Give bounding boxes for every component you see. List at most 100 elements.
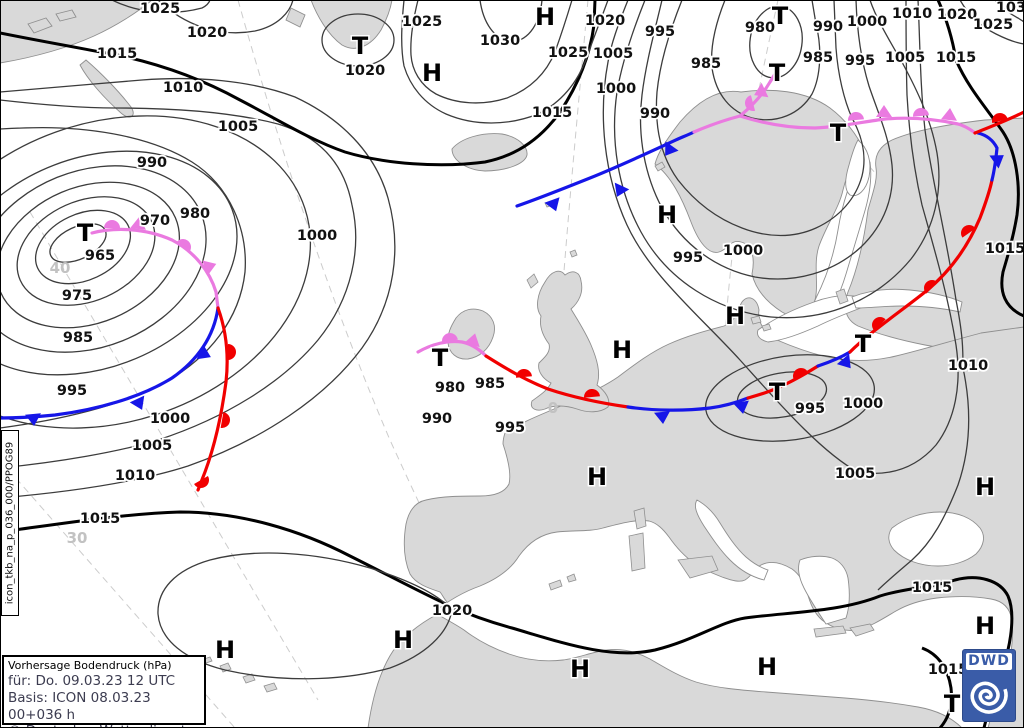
pressure-label: 985 xyxy=(475,376,505,392)
warm-front-symbol xyxy=(228,344,236,360)
low-pressure-center: T xyxy=(772,2,789,30)
isobar-path xyxy=(0,77,396,499)
pressure-label: 1030 xyxy=(480,33,520,49)
warm-front-symbol xyxy=(220,412,230,428)
isobar-ellipse xyxy=(0,150,238,376)
graticule-line xyxy=(29,211,319,701)
graticule-label: 30 xyxy=(67,529,88,547)
isobar-ellipse xyxy=(34,209,132,285)
isobar-path xyxy=(410,0,573,104)
cold-front-symbol xyxy=(754,82,769,98)
legend-model-basis: Basis: ICON 08.03.23 00+036 h xyxy=(8,689,151,723)
pressure-label: 1025 xyxy=(402,14,442,30)
warm-front-symbol xyxy=(176,239,191,252)
island xyxy=(633,507,647,530)
high-pressure-center: H xyxy=(422,59,442,87)
landmass xyxy=(451,133,528,172)
warm-front-symbol xyxy=(961,225,976,238)
pressure-label: 1005 xyxy=(835,466,875,482)
landmass xyxy=(285,7,306,28)
low-pressure-center: T xyxy=(77,219,94,247)
pressure-label: 1025 xyxy=(548,45,588,61)
island xyxy=(566,573,577,583)
warm-front-symbol xyxy=(848,112,864,121)
warm-front-symbol xyxy=(745,95,756,111)
pressure-label: 980 xyxy=(435,380,465,396)
legend-valid-time: für: Do. 09.03.23 12 UTC xyxy=(8,672,176,689)
low-pressure-center: T xyxy=(944,690,961,718)
pressure-label: 1015 xyxy=(532,105,572,121)
high-pressure-center: H xyxy=(215,636,235,664)
isobar-path xyxy=(111,0,211,14)
high-pressure-center: H xyxy=(393,626,413,654)
pressure-label: 1015 xyxy=(97,46,137,62)
low-pressure-center: T xyxy=(855,330,872,358)
pressure-label: 1015 xyxy=(80,511,120,527)
pressure-label: 985 xyxy=(803,50,833,66)
legend-title: Vorhersage Bodendruck (hPa) xyxy=(8,659,172,672)
pressure-label: 980 xyxy=(180,206,210,222)
island xyxy=(813,625,847,638)
front-occluded xyxy=(738,114,977,135)
warm-front-symbol xyxy=(104,220,120,228)
high-pressure-center: H xyxy=(725,302,745,330)
island xyxy=(761,323,772,332)
cold-front-symbol xyxy=(989,155,1004,169)
front-cold xyxy=(626,396,750,412)
island xyxy=(654,161,666,172)
dwd-logo: DWD xyxy=(962,649,1016,722)
pressure-label: 965 xyxy=(85,248,115,264)
pressure-label: 1000 xyxy=(847,14,887,30)
landmass xyxy=(0,0,153,64)
warm-front-symbol xyxy=(924,280,938,294)
legend-box: Vorhersage Bodendruck (hPa) für: Do. 09.… xyxy=(2,655,206,728)
cold-front-symbol xyxy=(654,411,670,424)
low-pressure-center: T xyxy=(352,32,369,60)
pressure-label: 1000 xyxy=(723,243,763,259)
pressure-label: 1010 xyxy=(948,358,988,374)
front-warm xyxy=(746,364,820,400)
high-pressure-center: H xyxy=(535,3,555,31)
pressure-label: 1005 xyxy=(593,46,633,62)
cold-front-symbol xyxy=(544,197,560,212)
pressure-label: 990 xyxy=(422,411,452,427)
label-layer: 4030010251020101510101005990980970965975… xyxy=(50,0,1024,680)
island xyxy=(526,273,539,289)
front-warm xyxy=(484,354,630,409)
pressure-label: 980 xyxy=(745,20,775,36)
isobar-path xyxy=(994,0,1024,23)
isobar-ellipse xyxy=(16,196,156,306)
pressure-label: 990 xyxy=(137,155,167,171)
warm-front-symbol xyxy=(872,317,886,331)
low-pressure-center: T xyxy=(830,119,847,147)
island xyxy=(750,315,762,325)
pressure-label: 995 xyxy=(673,250,703,266)
sea-area xyxy=(694,499,769,581)
cold-front-symbol xyxy=(665,141,679,156)
high-pressure-center: H xyxy=(657,201,677,229)
pressure-label: 1010 xyxy=(163,80,203,96)
isobar-path xyxy=(613,0,940,319)
dwd-spiral-icon xyxy=(970,681,1008,714)
warm-front-symbol xyxy=(913,108,929,117)
pressure-label: 995 xyxy=(845,53,875,69)
pressure-label: 990 xyxy=(813,19,843,35)
front-warm xyxy=(196,306,229,492)
isobar-path xyxy=(0,510,1014,728)
front-warm xyxy=(973,110,1024,135)
pressure-label: 1000 xyxy=(843,396,883,412)
legend-copyright: © Deutscher Wetterdienst xyxy=(8,723,200,728)
pressure-label: 995 xyxy=(795,401,825,417)
island xyxy=(677,555,719,579)
pressure-label: 1000 xyxy=(297,228,337,244)
pressure-label: 1015 xyxy=(985,241,1024,257)
pressure-label: 975 xyxy=(62,288,92,304)
front-cold xyxy=(515,130,696,208)
graticule-label: 0 xyxy=(548,399,558,417)
isobar-path xyxy=(479,0,543,43)
cold-front-symbol xyxy=(130,217,146,230)
isobar-ellipse xyxy=(0,165,207,353)
island xyxy=(835,288,849,305)
